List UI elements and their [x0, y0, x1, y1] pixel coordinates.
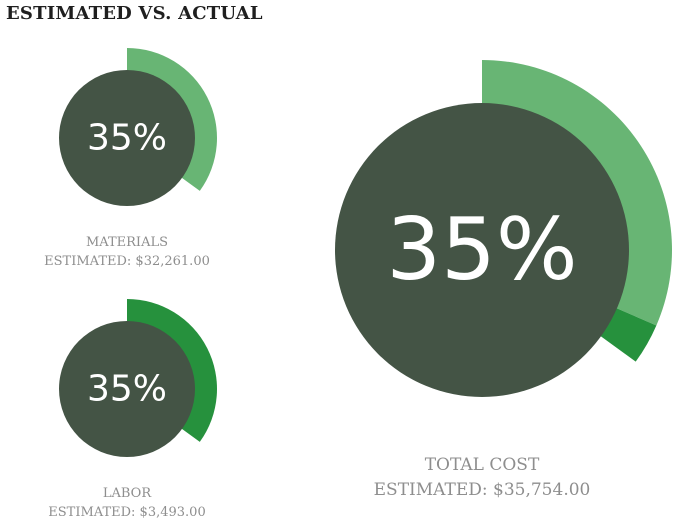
materials-estimated: ESTIMATED: $32,261.00 [44, 254, 210, 269]
total-chart: 35% [335, 60, 672, 397]
materials-percent-label: 35% [87, 118, 167, 159]
labor-estimated: ESTIMATED: $3,493.00 [48, 505, 206, 520]
materials-chart: 35% [59, 48, 217, 206]
total-label: TOTAL COST [424, 455, 540, 475]
total-percent-label: 35% [386, 200, 577, 300]
materials-inner-circle [59, 70, 195, 206]
page-title: ESTIMATED VS. ACTUAL [6, 3, 263, 24]
labor-caption: LABOR ESTIMATED: $3,493.00 [22, 484, 232, 522]
labor-chart: 35% [59, 299, 217, 457]
labor-percent-label: 35% [87, 369, 167, 410]
total-inner-circle [335, 103, 629, 397]
materials-caption: MATERIALS ESTIMATED: $32,261.00 [22, 233, 232, 271]
labor-label: LABOR [102, 486, 152, 501]
materials-label: MATERIALS [86, 235, 168, 250]
labor-inner-circle [59, 321, 195, 457]
total-estimated: ESTIMATED: $35,754.00 [373, 480, 591, 500]
total-caption: TOTAL COST ESTIMATED: $35,754.00 [332, 453, 632, 503]
